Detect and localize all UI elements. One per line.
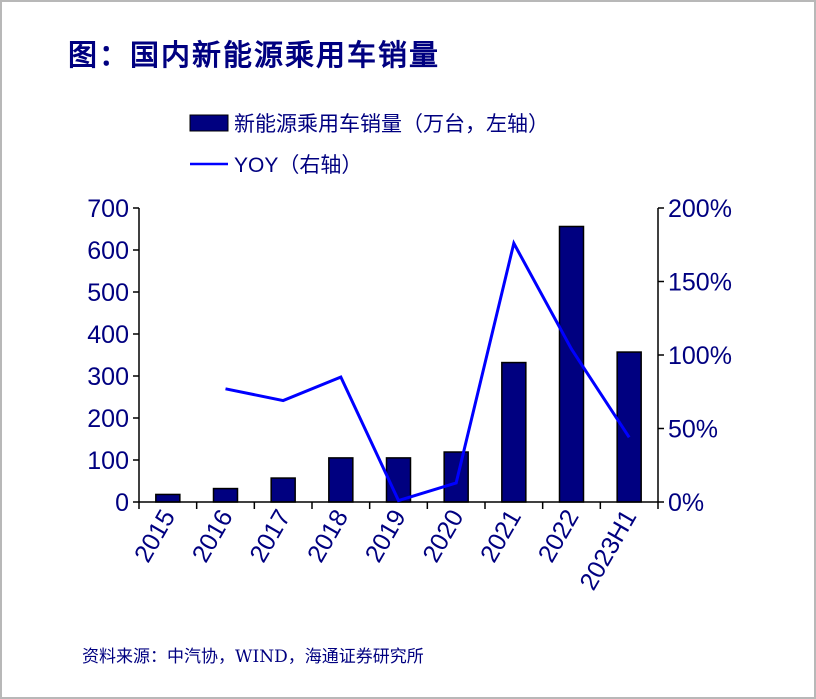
legend-bar-label: 新能源乘用车销量（万台，左轴） [234,113,549,136]
yoy-line [225,239,631,503]
bar-2017 [270,477,296,503]
legend-bar-swatch [189,114,229,132]
bar-2016 [212,487,239,503]
right-tick-label: 50% [668,416,718,444]
left-tick-label: 300 [87,363,129,391]
right-tick-label: 0% [668,489,704,517]
bar-2022 [558,225,585,503]
x-tick-label: 2021 [475,505,527,567]
chart: 新能源乘用车销量（万台，左轴） YOY（右轴） 0 100 200 300 400 500 60… [87,113,732,595]
right-tick-label: 150% [668,269,732,297]
x-tick-label: 2022 [533,505,585,567]
bar-2015 [155,493,181,503]
legend-line-label: YOY（右轴） [234,154,362,177]
right-tick-label: 200% [668,195,732,223]
x-tick-label: 2018 [302,505,354,567]
x-tick-label: 2019 [360,505,412,567]
left-tick-label: 700 [87,195,129,223]
x-tick-label: 2017 [244,505,296,567]
left-tick-label: 100 [87,447,129,475]
source-note: 资料来源：中汽协，WIND，海通证券研究所 [82,647,424,667]
left-tick-label: 400 [87,321,129,349]
left-tick-label: 200 [87,405,129,433]
x-tick-label: 2023H1 [574,505,642,595]
x-tick-label: 2016 [187,505,239,567]
bar-2018 [328,457,354,503]
x-tick-label: 2020 [417,505,469,567]
chart-title: 图：国内新能源乘用车销量 [68,38,441,72]
right-tick-label: 100% [668,342,732,370]
x-tick-label: 2015 [129,505,181,567]
bar-2021 [501,361,527,503]
left-tick-label: 600 [87,237,129,265]
left-tick-label: 500 [87,279,129,307]
left-tick-label: 0 [115,489,129,517]
